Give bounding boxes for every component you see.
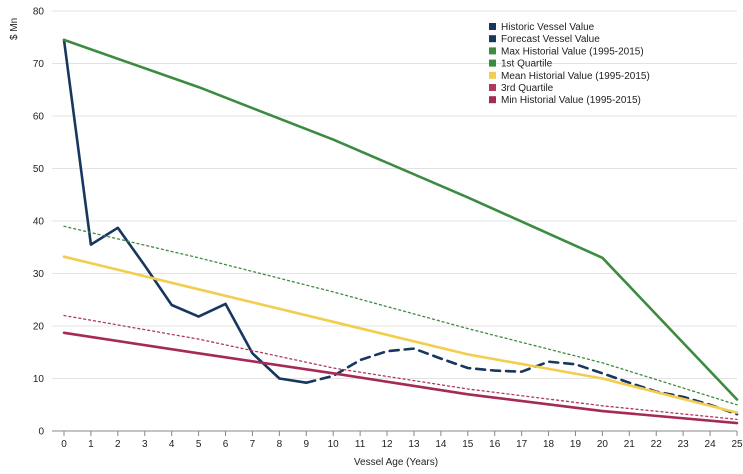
x-tick-label: 20: [597, 439, 609, 450]
x-tick-label: 13: [408, 439, 420, 450]
x-tick-label: 5: [196, 439, 202, 450]
legend-swatch: [489, 84, 496, 91]
series-line-2: [62, 38, 739, 401]
legend-label: Historic Vessel Value: [501, 22, 595, 33]
y-tick-label: 20: [33, 322, 45, 333]
legend-label: 3rd Quartile: [501, 83, 554, 94]
x-tick-label: 24: [705, 439, 717, 450]
x-tick-label: 10: [328, 439, 340, 450]
x-tick-label: 8: [277, 439, 283, 450]
x-tick-label: 7: [250, 439, 256, 450]
series-line-4: [62, 255, 739, 414]
x-tick-label: 25: [731, 439, 743, 450]
x-tick-label: 1: [88, 439, 94, 450]
series-line-5: [63, 314, 738, 421]
x-tick-label: 9: [303, 439, 309, 450]
legend-swatch: [489, 96, 496, 104]
x-tick-label: 14: [435, 439, 447, 450]
series-layer: [62, 38, 739, 425]
legend-swatch: [489, 35, 496, 43]
y-tick-label: 50: [33, 164, 45, 175]
x-tick-label: 23: [678, 439, 690, 450]
x-tick-label: 19: [570, 439, 582, 450]
grid-layer: [52, 10, 737, 432]
legend-swatch: [489, 59, 496, 67]
x-tick-label: 17: [516, 439, 528, 450]
x-tick-label: 2: [115, 439, 121, 450]
legend-label: Mean Historial Value (1995-2015): [501, 71, 650, 82]
y-tick-label: 60: [33, 112, 45, 123]
x-tick-label: 0: [61, 439, 67, 450]
x-tick-label: 15: [462, 439, 474, 450]
x-tick-label: 11: [355, 439, 366, 450]
y-tick-label: 80: [33, 7, 45, 18]
legend-swatch: [489, 47, 496, 55]
legend-swatch: [489, 23, 496, 30]
series-line-1: [305, 347, 739, 416]
legend-label: Min Historial Value (1995-2015): [501, 95, 641, 106]
series-line-3: [63, 225, 738, 406]
x-tick-label: 3: [142, 439, 148, 450]
x-tick-label: 22: [651, 439, 663, 450]
legend-label: 1st Quartile: [501, 59, 553, 70]
y-tick-label: 10: [33, 374, 45, 385]
y-tick-label: 0: [38, 427, 44, 438]
y-tick-label: 70: [33, 59, 45, 70]
y-axis-title: $ Mn: [9, 18, 20, 40]
x-tick-label: 6: [223, 439, 229, 450]
series-line-6: [62, 331, 739, 425]
x-tick-label: 18: [543, 439, 555, 450]
x-axis-title: Vessel Age (Years): [354, 457, 438, 468]
x-tick-label: 4: [169, 439, 175, 450]
legend-swatch: [489, 71, 496, 79]
series-line-0: [62, 38, 308, 384]
x-tick-label: 21: [624, 439, 636, 450]
y-tick-label: 40: [33, 217, 45, 228]
legend-label: Forecast Vessel Value: [501, 34, 600, 45]
legend-label: Max Historial Value (1995-2015): [501, 46, 644, 57]
x-tick-label: 16: [489, 439, 501, 450]
y-tick-label: 30: [33, 269, 45, 280]
x-tick-label: 12: [381, 439, 393, 450]
